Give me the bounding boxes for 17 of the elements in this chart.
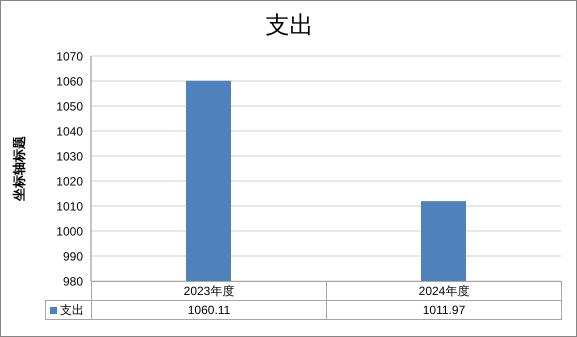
x-tick-label: 2023年度 — [91, 281, 327, 301]
y-tick-label: 1000 — [56, 224, 84, 238]
y-tick-label: 990 — [62, 249, 84, 264]
y-tick-label: 1070 — [56, 49, 84, 64]
y-tick-label: 1050 — [56, 99, 84, 114]
y-axis-title: 坐标轴标题 — [12, 136, 27, 202]
x-tick-label: 2024年度 — [326, 281, 562, 301]
data-label: 1011.97 — [326, 300, 562, 320]
chart-title: 支出 — [264, 11, 314, 41]
legend-label: 支出 — [45, 300, 92, 320]
y-tick-label: 1020 — [56, 174, 84, 188]
y-tick-label: 1010 — [56, 199, 84, 214]
data-label: 1060.11 — [91, 300, 327, 320]
y-tick-label: 1060 — [56, 74, 84, 88]
y-tick-label: 980 — [62, 274, 84, 288]
y-tick-label: 1040 — [56, 124, 84, 138]
y-tick-label: 1030 — [56, 149, 84, 164]
